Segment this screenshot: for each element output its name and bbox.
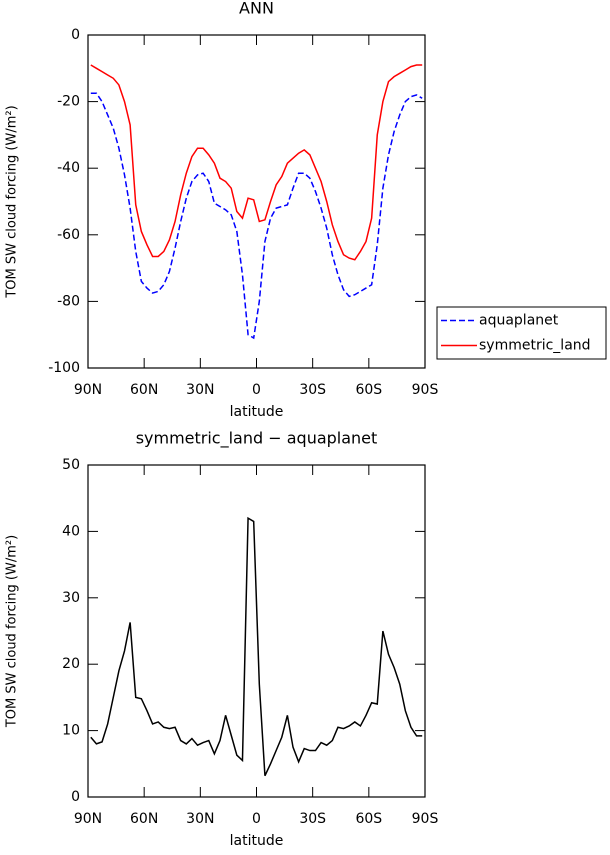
x-tick-label: 90S [412, 811, 439, 827]
y-tick-label: -100 [48, 360, 80, 376]
y-axis-label: TOM SW cloud forcing (W/m²) [5, 535, 20, 728]
chart-title: symmetric_land − aquaplanet [136, 429, 378, 449]
y-tick-label: 50 [62, 457, 80, 473]
x-tick-label: 0 [252, 382, 261, 398]
x-tick-label: 90N [74, 382, 102, 398]
plot-frame [87, 34, 426, 369]
x-tick-label: 60S [355, 382, 382, 398]
x-tick-label: 90N [74, 811, 102, 827]
y-axis-label: TOM SW cloud forcing (W/m²) [5, 105, 20, 298]
x-tick-label: 60N [130, 811, 158, 827]
legend-label: aquaplanet [479, 313, 559, 329]
x-tick-label: 30S [299, 382, 326, 398]
y-tick-label: 0 [71, 789, 80, 805]
plot-frame [87, 464, 426, 798]
y-tick-label: 20 [62, 656, 80, 672]
x-axis-label: latitude [230, 833, 284, 849]
x-tick-label: 30N [186, 382, 214, 398]
y-tick-label: -80 [57, 293, 80, 309]
data-line [90, 64, 423, 261]
x-tick-label: 30S [299, 811, 326, 827]
y-tick-label: -20 [57, 94, 80, 110]
x-axis-label: latitude [230, 404, 284, 420]
y-tick-label: 10 [62, 723, 80, 739]
y-tick-label: 0 [71, 27, 80, 43]
legend-label: symmetric_land [479, 338, 591, 354]
y-tick-label: -40 [57, 160, 80, 176]
x-tick-label: 60N [130, 382, 158, 398]
y-tick-label: 40 [62, 523, 80, 539]
data-line [90, 516, 423, 777]
data-line [90, 92, 423, 340]
x-tick-label: 60S [355, 811, 382, 827]
x-tick-label: 0 [252, 811, 261, 827]
legend-box [436, 306, 607, 360]
x-tick-label: 30N [186, 811, 214, 827]
x-tick-label: 90S [412, 382, 439, 398]
y-tick-label: 30 [62, 590, 80, 606]
y-tick-label: -60 [57, 227, 80, 243]
chart-title: ANN [239, 0, 274, 18]
